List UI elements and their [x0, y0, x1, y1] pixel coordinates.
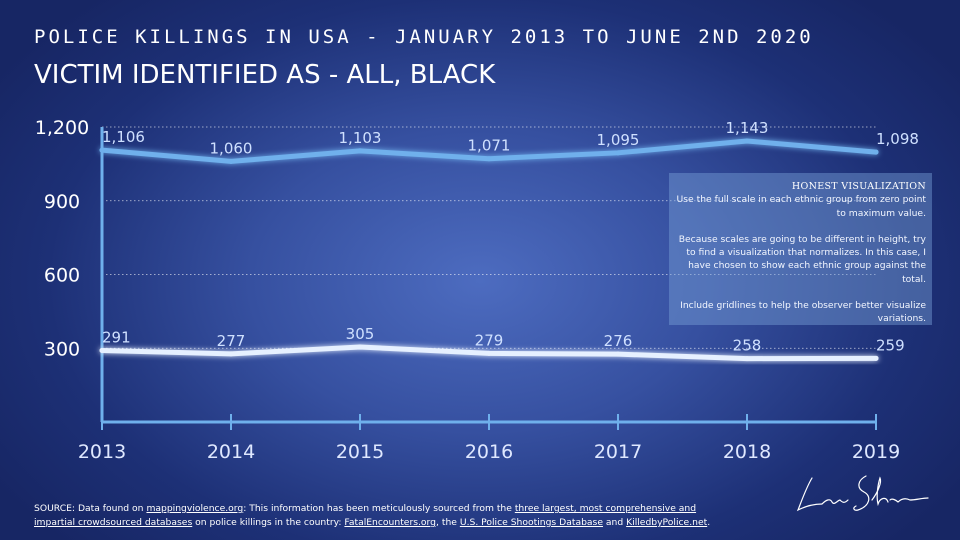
source-text: , the [436, 517, 460, 528]
note-paragraph-3: Include gridlines to help the observer b… [680, 300, 926, 325]
data-label: 1,098 [876, 130, 919, 148]
data-label: 305 [346, 325, 375, 343]
data-label: 277 [217, 332, 246, 350]
honest-visualization-note: HONEST VISUALIZATION Use the full scale … [669, 173, 932, 325]
data-point [615, 351, 621, 357]
data-point [228, 158, 234, 164]
chart-subtitle: VICTIM IDENTIFIED AS - ALL, BLACK [34, 60, 496, 90]
note-title: HONEST VISUALIZATION [791, 181, 926, 192]
data-point [357, 148, 363, 154]
x-tick-label: 2017 [594, 441, 642, 463]
data-label: 291 [102, 328, 131, 346]
data-point [228, 351, 234, 357]
source-link-databases[interactable]: three largest, most comprehensive and im… [34, 503, 697, 528]
data-label: 1,103 [339, 129, 382, 147]
source-link-fatalencounters[interactable]: FatalEncounters.org [344, 517, 436, 528]
data-label: 1,106 [102, 128, 145, 146]
data-label: 259 [876, 336, 905, 354]
data-point [744, 356, 750, 362]
note-paragraph-2: Because scales are going to be different… [678, 233, 926, 285]
y-tick-label: 1,200 [35, 117, 89, 139]
data-label: 279 [475, 331, 504, 349]
source-link-mappingviolence[interactable]: mappingviolence.org [146, 503, 244, 514]
data-label: 1,095 [597, 131, 640, 149]
source-link-killedbypolice[interactable]: KilledbyPolice.net [626, 517, 708, 528]
data-point [873, 355, 879, 361]
source-text: . [707, 517, 711, 528]
x-tick-label: 2019 [852, 441, 900, 463]
y-tick-label: 900 [44, 191, 80, 213]
data-label: 258 [733, 337, 762, 355]
data-label: 1,060 [210, 139, 253, 157]
x-tick-label: 2015 [336, 441, 384, 463]
x-tick-label: 2014 [207, 441, 255, 463]
source-text: SOURCE: Data found on [34, 503, 147, 514]
data-point [744, 138, 750, 144]
data-label: 276 [604, 332, 633, 350]
data-point [486, 156, 492, 162]
note-paragraph-1: Use the full scale in each ethnic group … [676, 194, 926, 219]
data-point [615, 150, 621, 156]
data-point [873, 149, 879, 155]
x-tick-label: 2018 [723, 441, 771, 463]
data-point [99, 347, 105, 353]
y-tick-label: 300 [44, 338, 80, 360]
signature-icon [796, 475, 929, 512]
data-label: 1,071 [468, 137, 511, 155]
source-text: on police killings in the country: [192, 517, 345, 528]
chart-title: POLICE KILLINGS IN USA - JANUARY 2013 TO… [34, 26, 814, 48]
data-point [486, 350, 492, 356]
x-tick-label: 2013 [78, 441, 126, 463]
source-text: and [602, 517, 627, 528]
data-point [99, 147, 105, 153]
source-note: SOURCE: Data found on mappingviolence.or… [34, 502, 734, 530]
data-point [357, 344, 363, 350]
source-text: : This information has been meticulously… [243, 503, 515, 514]
y-tick-label: 600 [44, 265, 80, 287]
data-label: 1,143 [726, 119, 769, 137]
x-tick-label: 2016 [465, 441, 513, 463]
source-link-police-shootings-db[interactable]: U.S. Police Shootings Database [459, 517, 603, 528]
